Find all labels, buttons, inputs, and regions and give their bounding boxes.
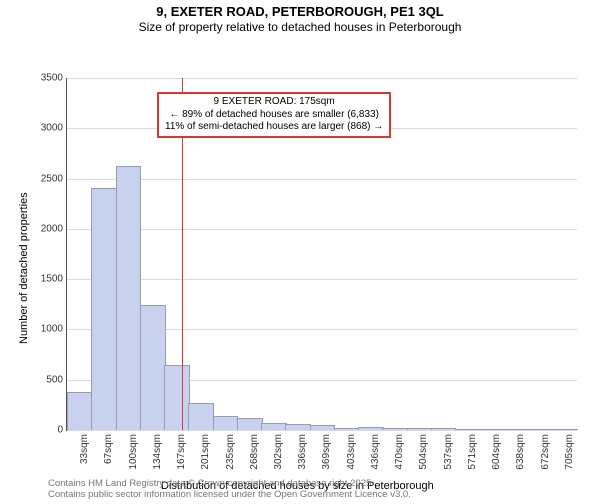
x-tick-label: 67sqm (103, 434, 114, 484)
y-tick-label: 1500 (27, 274, 67, 285)
y-tick-label: 1000 (27, 324, 67, 335)
plot-area: 050010001500200025003000350033sqm67sqm10… (66, 78, 577, 431)
x-tick-label: 134sqm (152, 434, 163, 484)
histogram-bar (407, 428, 433, 430)
x-tick-label: 403sqm (346, 434, 357, 484)
y-tick-label: 0 (27, 425, 67, 436)
histogram-bar (188, 403, 214, 430)
annotation-box: 9 EXETER ROAD: 175sqm← 89% of detached h… (157, 92, 391, 138)
x-tick-label: 302sqm (273, 434, 284, 484)
annotation-line1: 9 EXETER ROAD: 175sqm (165, 96, 383, 109)
x-tick-label: 672sqm (540, 434, 551, 484)
x-tick-label: 638sqm (515, 434, 526, 484)
x-tick-label: 504sqm (418, 434, 429, 484)
footer-attribution: Contains HM Land Registry data © Crown c… (48, 478, 411, 500)
histogram-bar (528, 429, 554, 430)
gridline (67, 78, 577, 79)
chart-title-line2: Size of property relative to detached ho… (0, 20, 600, 34)
chart-title-line1: 9, EXETER ROAD, PETERBOROUGH, PE1 3QL (0, 4, 600, 19)
histogram-bar (261, 423, 287, 430)
y-tick-label: 3000 (27, 123, 67, 134)
histogram-bar (116, 166, 142, 430)
y-tick-label: 2500 (27, 173, 67, 184)
x-tick-label: 235sqm (225, 434, 236, 484)
y-tick-label: 2000 (27, 223, 67, 234)
footer-line2: Contains public sector information licen… (48, 489, 411, 500)
y-axis-title: Number of detached properties (18, 192, 30, 344)
histogram-bar (91, 188, 117, 430)
x-tick-label: 571sqm (467, 434, 478, 484)
histogram-bar (213, 416, 239, 430)
histogram-bar (503, 429, 529, 430)
histogram-bar (455, 429, 481, 431)
histogram-bar (358, 427, 384, 430)
x-tick-label: 100sqm (128, 434, 139, 484)
x-tick-label: 470sqm (394, 434, 405, 484)
x-tick-label: 201sqm (200, 434, 211, 484)
x-tick-label: 604sqm (491, 434, 502, 484)
histogram-bar (140, 305, 166, 430)
x-tick-label: 167sqm (176, 434, 187, 484)
footer-line1: Contains HM Land Registry data © Crown c… (48, 478, 411, 489)
histogram-bar (67, 392, 93, 430)
histogram-bar (431, 428, 457, 430)
x-tick-label: 33sqm (79, 434, 90, 484)
histogram-bar (479, 429, 505, 430)
gridline (67, 279, 577, 280)
x-tick-label: 537sqm (443, 434, 454, 484)
x-tick-label: 369sqm (321, 434, 332, 484)
chart-title-block: 9, EXETER ROAD, PETERBOROUGH, PE1 3QL Si… (0, 4, 600, 34)
gridline (67, 229, 577, 230)
x-tick-label: 268sqm (249, 434, 260, 484)
gridline (67, 430, 577, 431)
x-tick-label: 436sqm (370, 434, 381, 484)
annotation-line2: ← 89% of detached houses are smaller (6,… (165, 109, 383, 122)
histogram-bar (310, 425, 336, 430)
y-tick-label: 500 (27, 374, 67, 385)
x-tick-label: 705sqm (564, 434, 575, 484)
histogram-bar (237, 418, 263, 430)
histogram-bar (552, 429, 578, 430)
histogram-bar (382, 428, 408, 430)
y-tick-label: 3500 (27, 73, 67, 84)
x-tick-label: 336sqm (297, 434, 308, 484)
annotation-line3: 11% of semi-detached houses are larger (… (165, 121, 383, 134)
gridline (67, 179, 577, 180)
histogram-bar (164, 365, 190, 430)
histogram-bar (285, 424, 311, 430)
histogram-bar (334, 428, 360, 430)
